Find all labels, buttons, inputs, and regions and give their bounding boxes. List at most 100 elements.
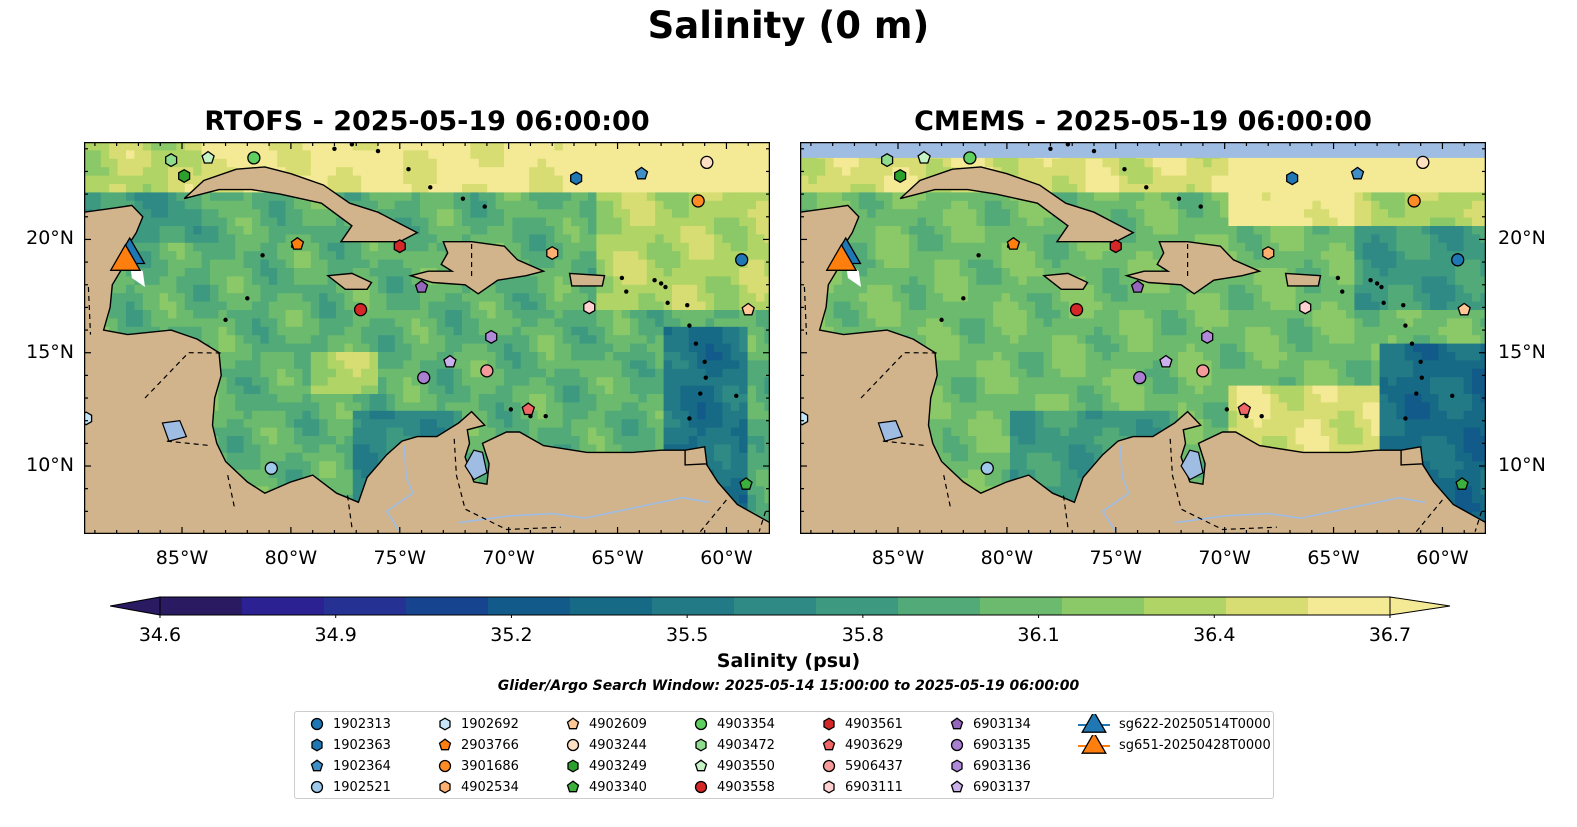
platform-marker-4903472 bbox=[165, 153, 178, 168]
legend-marker-circle bbox=[950, 738, 964, 752]
island-15 bbox=[332, 146, 337, 151]
latitude-tick-label: 10°N bbox=[1498, 454, 1546, 477]
legend-label: 4903249 bbox=[589, 758, 647, 774]
platform-marker-2903766 bbox=[290, 236, 305, 250]
latitude-tick-label: 20°N bbox=[26, 227, 74, 250]
platform-marker-4903340 bbox=[739, 477, 753, 490]
platform-marker-6903137 bbox=[443, 354, 457, 368]
legend-marker-circle bbox=[694, 717, 708, 731]
river-1 bbox=[385, 445, 414, 533]
longitude-tick-label: 70°W bbox=[482, 547, 535, 569]
legend-marker-hexagon bbox=[567, 759, 579, 773]
platform-marker-4903340 bbox=[1455, 477, 1469, 490]
legend-entry-sg651-20250428T0000: sg651-20250428T0000 bbox=[1077, 735, 1271, 755]
island-25 bbox=[245, 296, 250, 301]
legend-entry-1902313: 1902313 bbox=[309, 714, 391, 734]
island-7 bbox=[702, 359, 707, 364]
legend-label: 4902609 bbox=[589, 716, 647, 732]
platform-marker-4903244 bbox=[1416, 155, 1430, 170]
platform-marker-1902692 bbox=[84, 411, 93, 426]
legend-entry-4903550: 4903550 bbox=[693, 756, 775, 776]
landmass-0 bbox=[84, 142, 770, 534]
legend-entry-6903135: 6903135 bbox=[949, 735, 1031, 755]
legend-entry-1902363: 1902363 bbox=[309, 735, 391, 755]
rtofs-frame-ticks bbox=[84, 142, 770, 534]
island-19 bbox=[1144, 185, 1149, 190]
cmems-frame-ticks bbox=[800, 142, 1486, 534]
legend-marker-hexagon bbox=[695, 738, 707, 752]
platform-marker-4903249 bbox=[894, 168, 907, 184]
legend-entry-6903111: 6903111 bbox=[821, 777, 903, 797]
colorbar-tick-label: 36.4 bbox=[1193, 624, 1236, 646]
platform-marker-6903135 bbox=[417, 371, 431, 385]
platform-marker-4903561 bbox=[1109, 239, 1122, 254]
platform-marker-6903111 bbox=[1299, 300, 1312, 315]
platform-marker-3901686 bbox=[1407, 194, 1421, 208]
platform-marker-4903354 bbox=[247, 151, 261, 165]
platform-marker-3901686 bbox=[691, 194, 705, 208]
legend-entry-1902364: 1902364 bbox=[309, 756, 391, 776]
panel-title-cmems: CMEMS - 2025-05-19 06:00:00 bbox=[914, 106, 1372, 137]
longitude-tick-label: 80°W bbox=[264, 547, 318, 569]
platform-marker-1902313 bbox=[735, 253, 749, 267]
legend-label: 4903340 bbox=[589, 779, 647, 795]
latitude-tick-label: 15°N bbox=[26, 340, 74, 363]
cmems-salinity-map[interactable] bbox=[800, 142, 1486, 534]
longitude-tick-label: 65°W bbox=[591, 547, 644, 569]
border-8 bbox=[1474, 511, 1483, 532]
island-0 bbox=[619, 275, 625, 281]
legend-label: 4903629 bbox=[845, 737, 903, 753]
legend-entry-5906437: 5906437 bbox=[821, 756, 903, 776]
island-10 bbox=[1403, 416, 1408, 421]
legend-entry-sg622-20250514T0000: sg622-20250514T0000 bbox=[1077, 714, 1271, 734]
island-2 bbox=[663, 284, 668, 290]
longitude-tick-label: 70°W bbox=[1198, 547, 1251, 569]
lake-1 bbox=[877, 420, 904, 442]
island-25 bbox=[961, 296, 966, 301]
platform-marker-1902521 bbox=[980, 461, 994, 475]
river-0 bbox=[458, 496, 710, 524]
legend-marker-pentagon bbox=[694, 759, 708, 772]
island-6 bbox=[693, 341, 699, 346]
colorbar-segment bbox=[816, 597, 899, 615]
platform-marker-4903550 bbox=[917, 150, 931, 164]
legend-marker-hexagon bbox=[951, 759, 963, 773]
platform-marker-4903558 bbox=[1069, 303, 1084, 317]
colorbar-segment bbox=[980, 597, 1063, 615]
platform-marker-sg651-20250428T0000 bbox=[109, 243, 142, 271]
island-21 bbox=[482, 204, 487, 209]
lake-0 bbox=[1180, 449, 1204, 481]
legend-marker-triangle bbox=[1078, 714, 1110, 733]
border-2 bbox=[882, 440, 927, 447]
legend-label: 4903244 bbox=[589, 737, 647, 753]
latitude-tick-label: 15°N bbox=[1498, 340, 1546, 363]
cmems-platform-markers bbox=[800, 150, 1471, 490]
colorbar-segment bbox=[324, 597, 407, 615]
longitude-tick-label: 75°W bbox=[373, 547, 426, 569]
rtofs-salinity-map[interactable] bbox=[84, 142, 770, 534]
longitude-tick-label: 65°W bbox=[1307, 547, 1360, 569]
legend-marker-pentagon bbox=[438, 738, 452, 751]
platform-marker-6903136 bbox=[485, 329, 498, 344]
island-6 bbox=[1409, 341, 1415, 346]
legend-entry-1902521: 1902521 bbox=[309, 777, 391, 797]
colorbar-label: Salinity (psu) bbox=[716, 650, 861, 672]
colorbar-tick-label: 35.8 bbox=[841, 624, 884, 646]
legend-marker-circle bbox=[438, 759, 452, 773]
platform-marker-4903629 bbox=[1237, 402, 1252, 416]
colorbar-segment bbox=[1226, 597, 1309, 615]
no-data-band bbox=[800, 142, 1486, 158]
rtofs-platform-markers bbox=[84, 150, 755, 490]
legend-entry-4903558: 4903558 bbox=[693, 777, 775, 797]
landmass-1 bbox=[899, 166, 1135, 243]
island-17 bbox=[375, 148, 381, 154]
colorbar-tick-label: 35.5 bbox=[665, 624, 709, 646]
legend-marker-hexagon bbox=[823, 717, 835, 731]
landmass-1 bbox=[183, 166, 419, 243]
border-1 bbox=[860, 352, 938, 399]
search-window-caption: Glider/Argo Search Window: 2025-05-14 15… bbox=[497, 678, 1080, 694]
platform-marker-1902363 bbox=[570, 171, 583, 186]
island-9 bbox=[698, 391, 703, 396]
platform-marker-6903111 bbox=[583, 300, 596, 315]
map-frame bbox=[800, 142, 1486, 534]
